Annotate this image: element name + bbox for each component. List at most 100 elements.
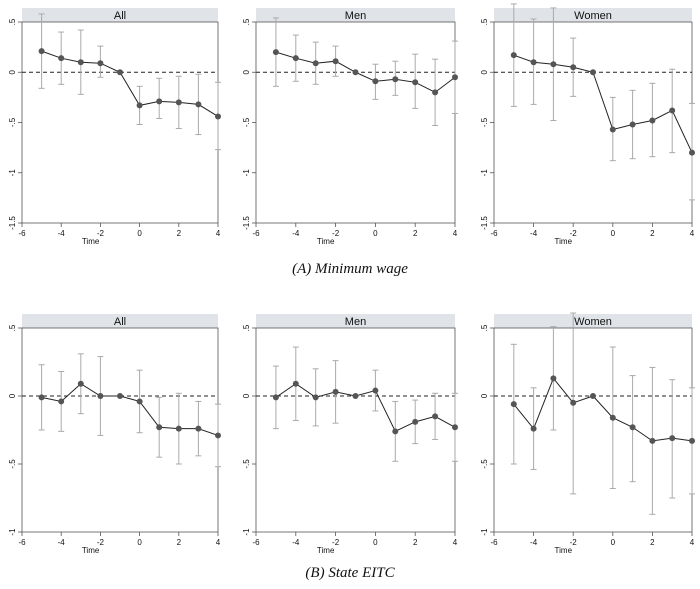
x-tick-label: -2: [570, 538, 578, 547]
y-tick-label: -1: [8, 169, 17, 177]
y-tick-label: -1: [8, 528, 17, 536]
data-point: [175, 425, 182, 432]
y-tick-label: 0: [480, 69, 489, 74]
caption-state-eitc: (B) State EITC: [305, 565, 395, 581]
data-point: [156, 424, 163, 431]
panel-title: Women: [574, 316, 612, 328]
x-tick-label: -6: [252, 229, 260, 238]
chart-panel-2: Men .5 0 -.5 -1 -1.5-6 -4 -2 0 2 4 Time: [242, 8, 458, 246]
x-tick-label: 2: [413, 229, 418, 238]
y-tick-label: -1: [480, 528, 489, 536]
x-tick-label: -4: [58, 538, 66, 547]
x-tick-label: 0: [611, 229, 616, 238]
data-point: [432, 89, 439, 96]
data-point: [412, 79, 419, 86]
x-tick-label: -2: [332, 538, 340, 547]
series-line: [513, 377, 693, 442]
data-point: [272, 49, 279, 56]
series-line: [513, 54, 693, 153]
y-tick-label: -.5: [480, 459, 489, 469]
data-point: [669, 435, 676, 442]
y-tick-label: -1.5: [242, 216, 251, 230]
y-tick-label: -1.5: [8, 216, 17, 230]
data-point: [58, 55, 65, 62]
x-tick-label: -4: [292, 229, 300, 238]
y-tick-label: -.5: [8, 117, 17, 127]
x-tick-label: 0: [137, 538, 142, 547]
panel-title: Men: [345, 316, 366, 328]
data-point: [195, 101, 202, 108]
data-point: [312, 394, 319, 401]
panel-title: All: [114, 316, 126, 328]
data-point: [510, 52, 517, 59]
plot-frame: [493, 327, 693, 533]
panel-title-bar: [22, 8, 218, 22]
data-point: [609, 126, 616, 133]
chart-panel-5: Men .5 0 -.5 -1-6 -4 -2 0 2 4 Time: [242, 314, 458, 555]
x-tick-label: 0: [373, 229, 378, 238]
data-point: [590, 69, 596, 76]
panel-title-bar: [256, 8, 455, 22]
data-point: [97, 60, 104, 67]
x-tick-label: -6: [18, 229, 26, 238]
data-point: [97, 393, 104, 399]
x-tick-label: -2: [97, 229, 105, 238]
x-tick-label: -4: [58, 229, 66, 238]
data-point: [392, 76, 399, 83]
x-tick-label: -6: [490, 538, 498, 547]
data-point: [570, 64, 577, 71]
x-tick-label: -6: [252, 538, 260, 547]
x-tick-label: -2: [570, 229, 578, 238]
data-point: [649, 437, 656, 444]
series-line: [275, 51, 456, 93]
x-tick-label: 2: [650, 229, 655, 238]
data-point: [352, 69, 359, 76]
data-point: [292, 55, 299, 62]
data-point: [58, 398, 65, 405]
data-point: [175, 99, 182, 106]
data-point: [38, 48, 45, 55]
data-point: [352, 393, 359, 399]
y-tick-label: .5: [480, 18, 489, 25]
chart-panel-6: Women .5 0 -.5 -1-6 -4 -2 0 2 4 Time: [480, 312, 695, 555]
x-tick-label: -6: [490, 229, 498, 238]
y-tick-label: .5: [242, 324, 251, 331]
caption-minimum-wage: (A) Minimum wage: [292, 261, 408, 277]
y-tick-label: -1: [480, 169, 489, 177]
plot-frame: [21, 21, 219, 224]
y-tick-label: 0: [242, 69, 251, 74]
data-point: [412, 418, 419, 425]
data-point: [452, 74, 458, 81]
data-point: [215, 432, 221, 439]
panel-title-bar: [494, 8, 692, 22]
panel-title: All: [114, 10, 126, 22]
x-tick-label: 2: [177, 538, 182, 547]
data-point: [530, 59, 537, 66]
chart-panel-3: Women .5 0 -.5 -1 -1.5-6 -4 -2 0 2 4 Time: [480, 3, 695, 246]
x-tick-label: 2: [177, 229, 182, 238]
x-tick-label: -2: [97, 538, 105, 547]
x-axis-label: Time: [82, 237, 100, 246]
series-line: [41, 50, 219, 117]
chart-panel-1: All .5 0 -.5 -1 -1.5-6 -4 -2 0 2 4 Time: [8, 8, 221, 246]
y-tick-label: -1: [242, 528, 251, 536]
data-point: [629, 424, 636, 431]
x-tick-label: 4: [216, 538, 221, 547]
data-point: [272, 394, 279, 401]
data-point: [432, 413, 439, 420]
x-tick-label: 2: [650, 538, 655, 547]
x-axis-label: Time: [555, 237, 573, 246]
x-tick-label: 4: [453, 229, 458, 238]
y-tick-label: -1: [242, 169, 251, 177]
data-point: [452, 424, 458, 431]
data-point: [530, 425, 537, 432]
x-tick-label: -4: [530, 538, 538, 547]
data-point: [332, 388, 339, 395]
data-point: [372, 78, 379, 85]
x-tick-label: 4: [216, 229, 221, 238]
data-point: [136, 102, 143, 109]
plot-frame: [493, 21, 693, 224]
panel-title-bar: [22, 314, 218, 328]
data-point: [570, 399, 577, 406]
